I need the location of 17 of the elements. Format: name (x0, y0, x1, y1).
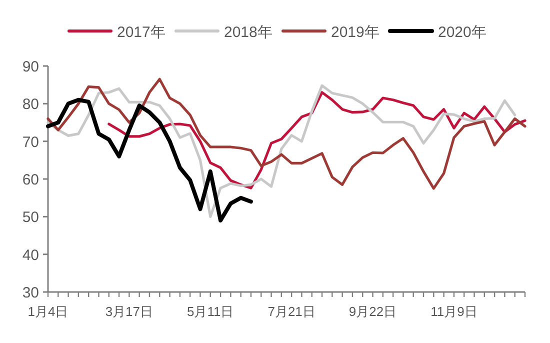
x-tick-label: 1月4日 (28, 304, 68, 319)
y-tick-label: 30 (22, 284, 39, 302)
x-tick-label: 3月17日 (105, 304, 154, 319)
y-tick-label: 70 (22, 134, 39, 151)
legend-label: 2017年 (117, 24, 166, 41)
y-tick-label: 60 (22, 172, 39, 188)
y-tick-label: 90 (22, 58, 39, 76)
y-tick-label: 50 (22, 209, 39, 226)
x-tick-label: 9月22日 (348, 304, 397, 319)
y-tick-label: 80 (22, 96, 39, 114)
x-tick-label: 7月21日 (268, 304, 316, 319)
x-tick-label: 5月11日 (187, 304, 234, 319)
legend-label: 2020年 (438, 24, 486, 41)
legend-label: 2019年 (331, 24, 380, 41)
legend-label: 2018年 (224, 24, 272, 41)
x-tick-label: 11月9日 (430, 304, 478, 319)
y-tick-label: 40 (22, 246, 39, 264)
